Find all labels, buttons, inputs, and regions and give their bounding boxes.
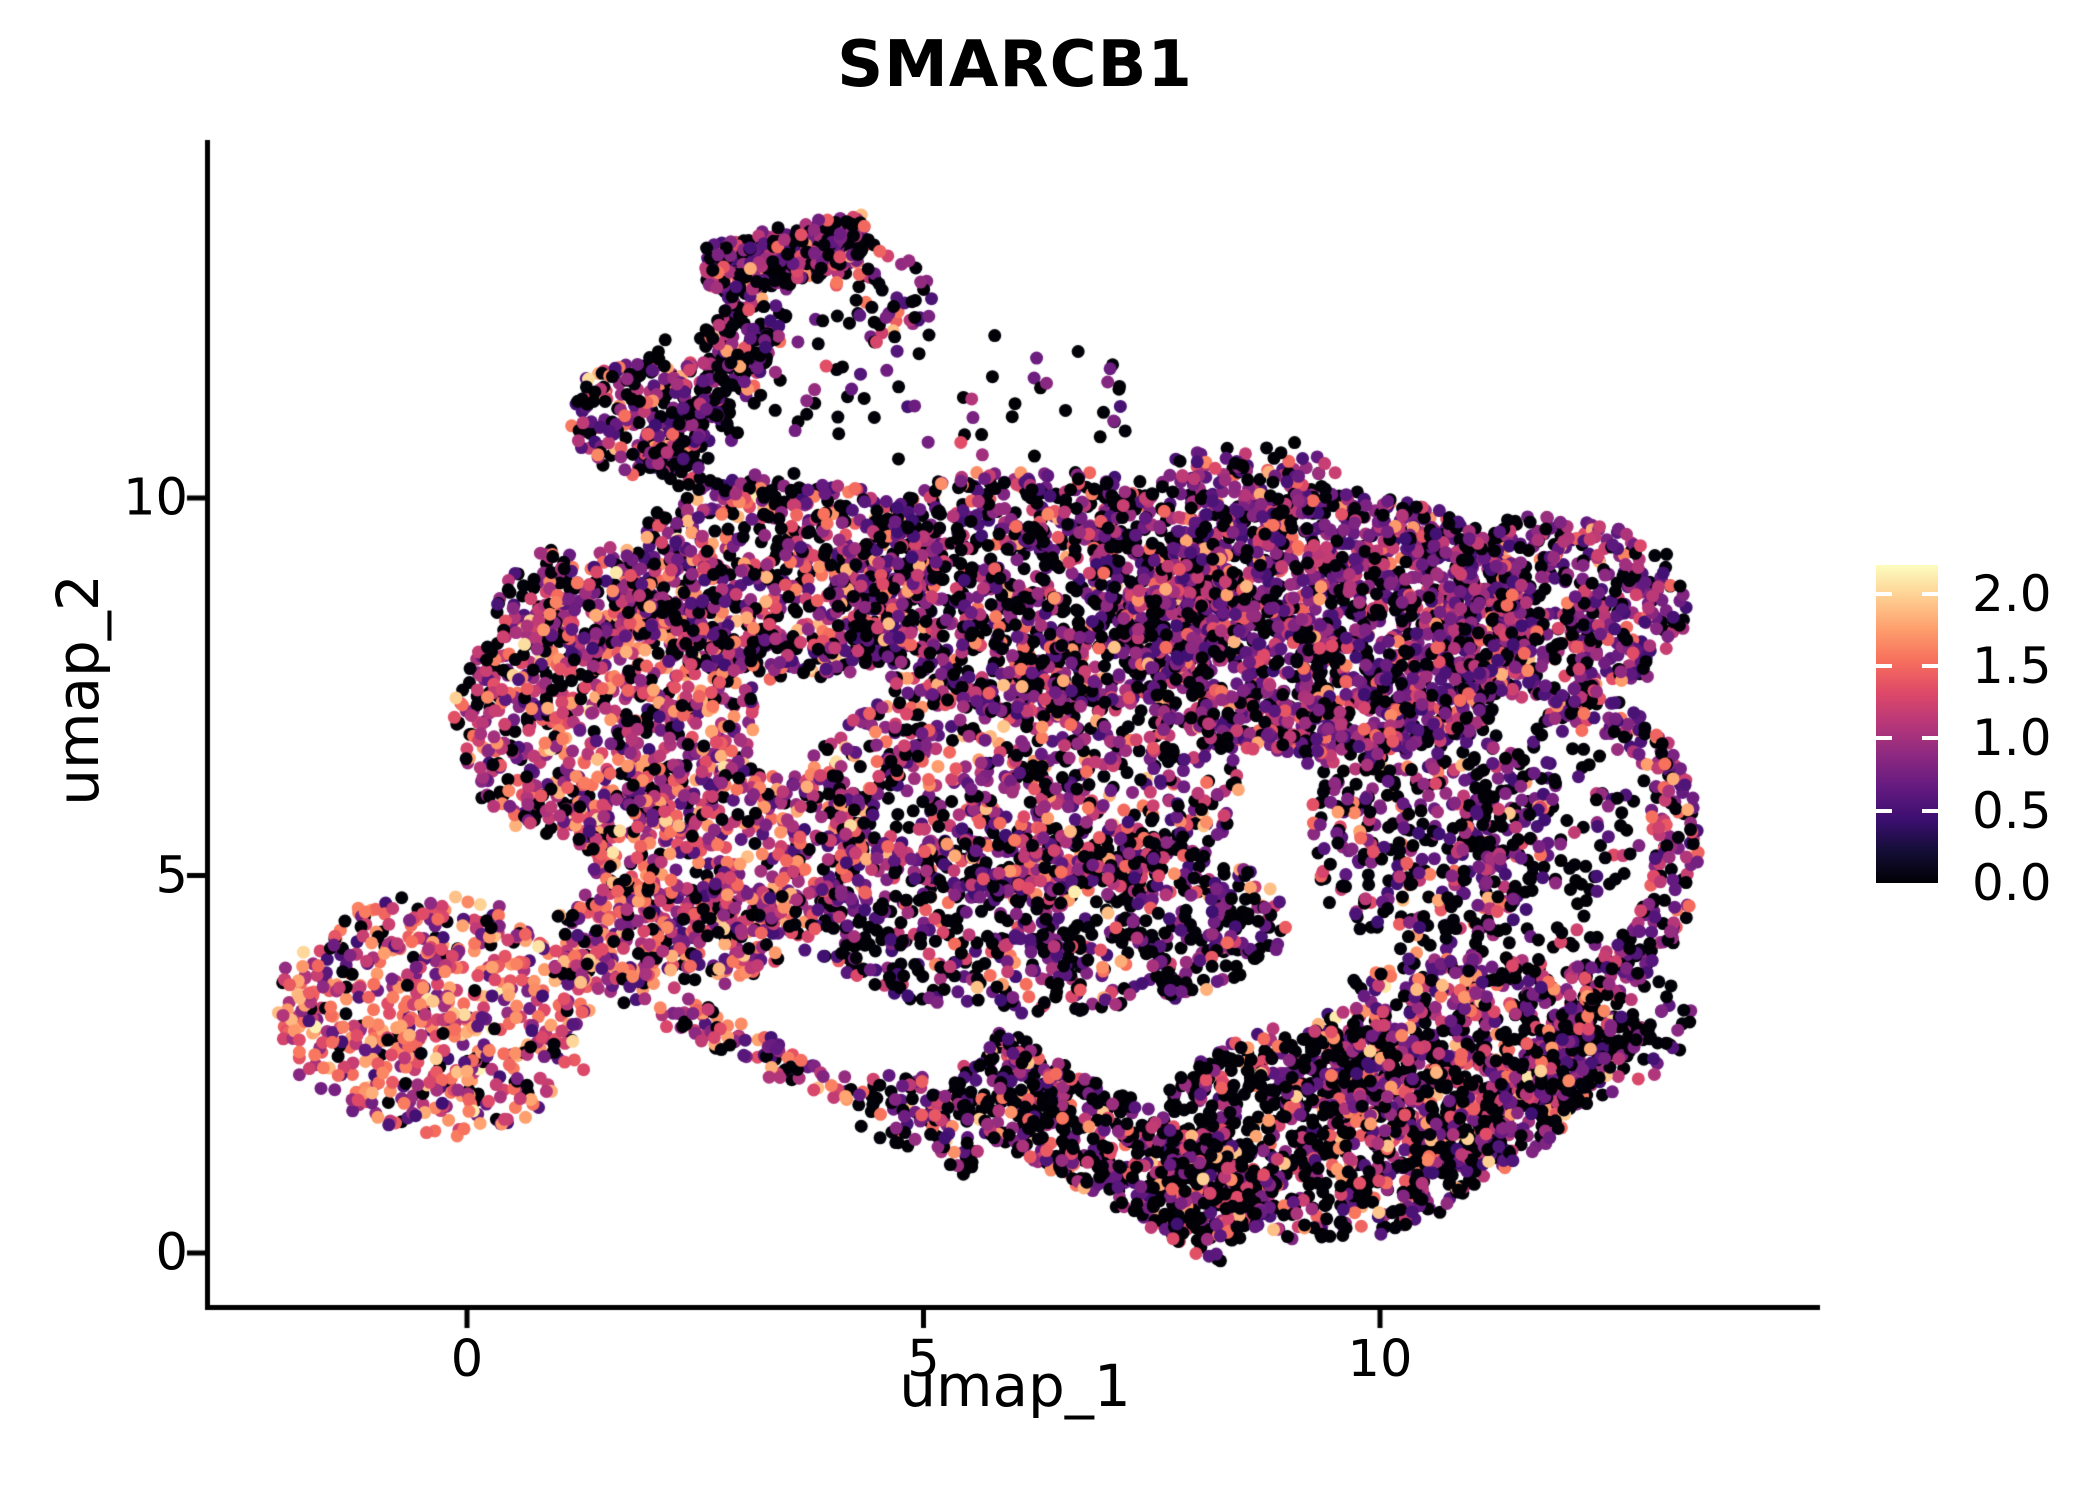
colorbar-tick-mark — [1922, 591, 1938, 596]
colorbar-tick-label: 2.0 — [1972, 564, 2052, 623]
colorbar-tick-mark — [1922, 664, 1938, 669]
colorbar-tick-mark — [1922, 736, 1938, 741]
colorbar-tick-mark — [1876, 591, 1892, 596]
x-tick-label: 5 — [907, 1330, 940, 1389]
y-tick-label: 0 — [155, 1223, 188, 1283]
colorbar-tick-label: 1.5 — [1972, 637, 2052, 696]
colorbar-tick-mark — [1922, 808, 1938, 813]
colorbar-tick-mark — [1876, 736, 1892, 741]
chart-title: SMARCB1 — [837, 28, 1193, 102]
colorbar-tick-label: 1.0 — [1972, 709, 2052, 768]
x-axis-title: umap_1 — [899, 1352, 1131, 1420]
expression-colorbar — [1876, 565, 1938, 883]
colorbar-tick-mark — [1876, 664, 1892, 669]
y-axis-title: umap_2 — [44, 574, 112, 806]
x-tick-label: 0 — [450, 1330, 484, 1389]
colorbar-tick-label: 0.5 — [1972, 781, 2052, 840]
colorbar-tick-mark — [1876, 808, 1892, 813]
y-tick-label: 5 — [155, 846, 188, 905]
x-tick-label: 10 — [1347, 1330, 1413, 1389]
colorbar-tick-label: 0.0 — [1972, 854, 2052, 912]
y-tick-label: 10 — [123, 468, 188, 528]
